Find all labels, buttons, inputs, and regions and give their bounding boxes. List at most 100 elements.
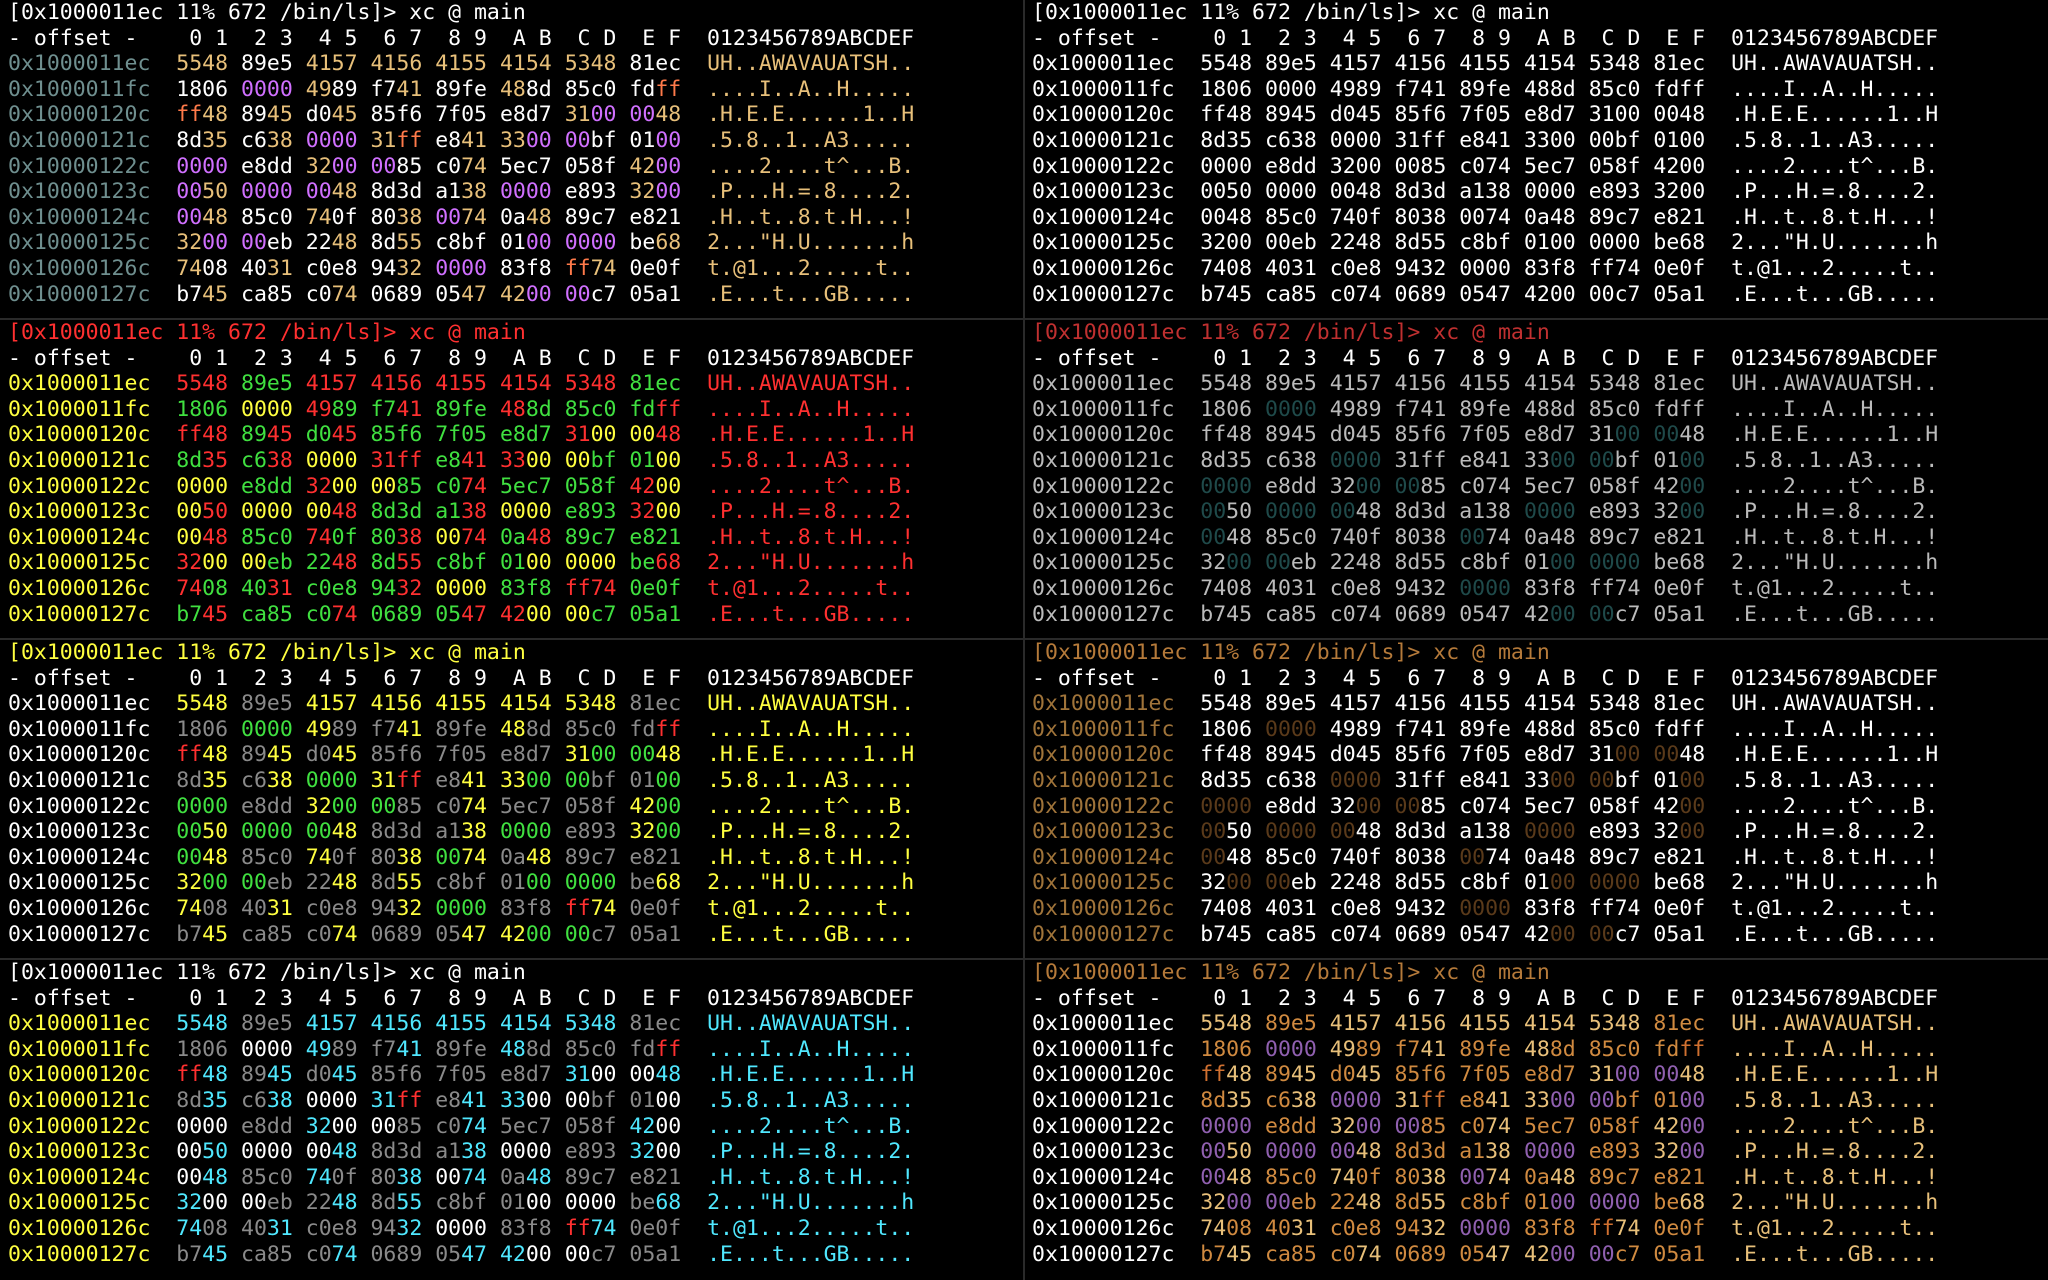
hex-word: c074	[1329, 601, 1382, 627]
row-ascii: .H..t..8.t.H...!	[1731, 524, 1939, 550]
hex-word: 05a1	[1653, 281, 1706, 307]
hex-word: 0000	[564, 1190, 617, 1216]
hex-word: 4200	[1653, 473, 1706, 499]
hex-word: c8bf	[435, 1190, 487, 1216]
hex-word: 0000	[305, 127, 358, 153]
row-ascii: t.@1...2.....t..	[1731, 895, 1939, 921]
hex-word: f741	[1394, 1036, 1447, 1062]
hex-word: ff74	[564, 255, 617, 281]
hex-word: 488d	[499, 396, 552, 422]
hex-word: c074	[305, 1241, 358, 1267]
hex-word: 0048	[1329, 1139, 1382, 1165]
hex-word: 0689	[1394, 281, 1447, 307]
hex-word: 0085	[1394, 793, 1447, 819]
hex-row: 0x10000125c 3200 00eb 2248 8d55 c8bf 010…	[1024, 550, 2046, 576]
hex-word: f741	[370, 716, 423, 742]
hex-word: 4156	[1394, 51, 1447, 77]
row-offset: 0x10000127c	[1032, 281, 1175, 307]
hex-word: e8dd	[241, 153, 293, 179]
hex-word: 0689	[370, 281, 423, 307]
hex-word: 8038	[370, 524, 423, 550]
hex-word: 0000	[1523, 819, 1576, 845]
hex-word: 0000	[1329, 1087, 1382, 1113]
hex-word: 00bf	[1588, 767, 1641, 793]
row-ascii: .H.E.E......1..H	[707, 102, 915, 128]
hex-word: 31ff	[1394, 447, 1447, 473]
row-offset: 0x10000127c	[8, 601, 151, 627]
hex-word: 0e0f	[1653, 575, 1706, 601]
hex-word: 0547	[1459, 921, 1511, 947]
hex-word: c074	[435, 153, 487, 179]
hex-word: 5548	[1200, 1011, 1253, 1037]
hex-row: 0x10000122c 0000 e8dd 3200 0085 c074 5ec…	[0, 154, 1022, 180]
row-offset: 0x10000125c	[8, 870, 151, 896]
hex-word: f741	[1394, 396, 1447, 422]
column-header: - offset - 0 1 2 3 4 5 6 7 8 9 A B C D E…	[1032, 985, 1939, 1011]
hex-word: b745	[1200, 601, 1253, 627]
hex-row: 0x10000127c b745 ca85 c074 0689 0547 420…	[1024, 1242, 2046, 1268]
hex-word: ff74	[564, 575, 617, 601]
horizontal-divider-1	[0, 318, 2048, 320]
hex-word: 0085	[370, 473, 423, 499]
hex-word: be68	[629, 1190, 682, 1216]
row-ascii: .H.E.E......1..H	[1731, 742, 1939, 768]
hex-word: 0a48	[1523, 204, 1576, 230]
hex-word: 0100	[1653, 767, 1706, 793]
hex-word: 0e0f	[1653, 895, 1706, 921]
hex-word: ca85	[1265, 921, 1317, 947]
hex-word: 0048	[629, 1062, 682, 1088]
hex-word: 0689	[1394, 1241, 1447, 1267]
row-offset: 0x10000120c	[8, 422, 151, 448]
hex-word: 0100	[1523, 870, 1576, 896]
hex-word: 5348	[564, 371, 617, 397]
hex-word: 3300	[499, 447, 552, 473]
hex-word: 0e0f	[629, 895, 682, 921]
hex-rows: 0x1000011ec 5548 89e5 4157 4156 4155 415…	[1024, 691, 2046, 947]
hex-word: e893	[564, 179, 617, 205]
hex-word: 7f05	[1459, 102, 1511, 128]
row-offset: 0x1000011fc	[1032, 76, 1175, 102]
hex-word: 8d3d	[370, 499, 423, 525]
hex-word: 0074	[435, 524, 487, 550]
hex-word: 4157	[1329, 51, 1382, 77]
hex-word: 0100	[499, 230, 552, 256]
hex-word: 2248	[305, 230, 358, 256]
row-ascii: ....I..A..H.....	[1731, 76, 1939, 102]
hex-word: 85c0	[1588, 76, 1641, 102]
hex-word: 0085	[370, 153, 423, 179]
column-header: - offset - 0 1 2 3 4 5 6 7 8 9 A B C D E…	[8, 345, 915, 371]
hex-word: 8d3d	[370, 1139, 423, 1165]
hex-word: 00eb	[1265, 1190, 1317, 1216]
hex-word: 89fe	[1459, 716, 1511, 742]
hex-word: 4989	[305, 716, 358, 742]
hex-word: d045	[305, 102, 358, 128]
hex-word: be68	[1653, 1190, 1706, 1216]
hex-word: 0a48	[1523, 844, 1576, 870]
hex-word: ff48	[176, 1062, 229, 1088]
hex-word: e893	[564, 819, 617, 845]
row-ascii: t.@1...2.....t..	[707, 1215, 915, 1241]
hex-word: c638	[1265, 127, 1317, 153]
hex-word: c074	[1459, 473, 1511, 499]
hex-word: 4157	[305, 51, 358, 77]
hex-word: 0000	[241, 1139, 293, 1165]
hex-word: 8038	[370, 204, 423, 230]
hex-word: 00eb	[241, 870, 293, 896]
hex-word: 85c0	[1265, 844, 1317, 870]
hex-word: 488d	[499, 76, 552, 102]
hex-word: fdff	[629, 76, 682, 102]
hex-word: 85c0	[241, 844, 293, 870]
hex-word: 8038	[370, 1164, 423, 1190]
hex-word: 8038	[1394, 204, 1447, 230]
hex-word: 0048	[1653, 1062, 1706, 1088]
hex-word: 1806	[176, 1036, 229, 1062]
hex-word: 00c7	[1588, 921, 1641, 947]
hex-word: e893	[1588, 179, 1641, 205]
hex-row: 0x10000120c ff48 8945 d045 85f6 7f05 e8d…	[0, 1062, 1022, 1088]
hex-word: 0100	[499, 1190, 552, 1216]
hex-word: 4155	[1459, 691, 1511, 717]
hex-word: 0000	[1329, 767, 1382, 793]
hex-word: 3100	[1588, 742, 1641, 768]
hex-rows: 0x1000011ec 5548 89e5 4157 4156 4155 415…	[0, 51, 1022, 307]
row-ascii: .E...t...GB.....	[707, 601, 915, 627]
